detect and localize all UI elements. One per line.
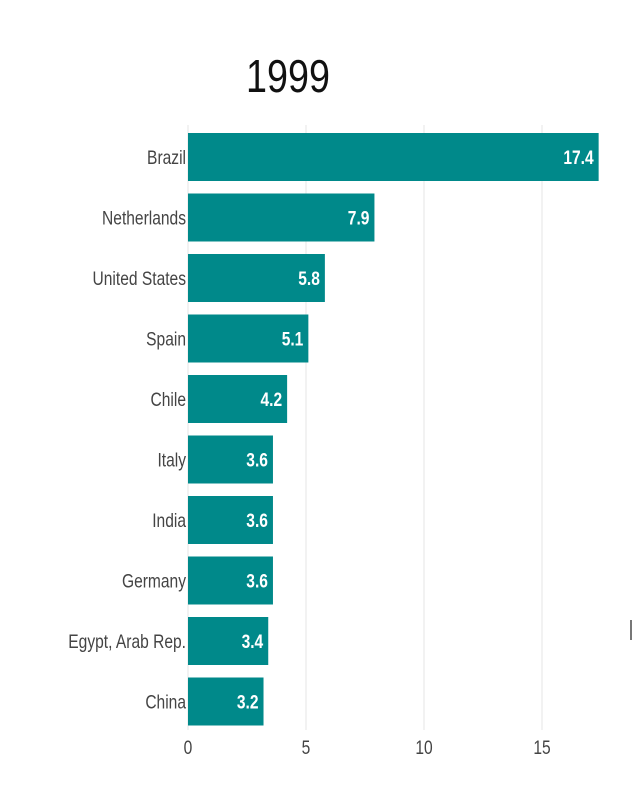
- category-label: Netherlands: [102, 207, 186, 229]
- x-tick-label: 15: [533, 737, 550, 759]
- bar: [188, 314, 309, 363]
- bar: [188, 254, 325, 302]
- value-label: 5.1: [282, 328, 304, 350]
- value-label: 17.4: [563, 147, 594, 169]
- value-label: 5.8: [298, 268, 320, 290]
- chart-title: 1999: [246, 50, 330, 101]
- value-label: 3.2: [237, 691, 259, 713]
- value-label: 4.2: [260, 389, 282, 411]
- category-label: United States: [93, 268, 187, 290]
- x-tick-label: 0: [184, 737, 193, 759]
- scroll-edge-marker: [630, 620, 632, 640]
- bar: [188, 133, 599, 181]
- category-label: Brazil: [147, 147, 186, 169]
- bar: [188, 496, 273, 544]
- category-label: Germany: [122, 570, 186, 592]
- category-label: China: [145, 691, 186, 713]
- value-label: 3.6: [246, 449, 268, 471]
- x-tick-label: 5: [302, 737, 311, 759]
- bar: [188, 617, 269, 665]
- value-label: 3.4: [242, 631, 264, 653]
- category-label: India: [152, 510, 186, 532]
- x-tick-label: 10: [415, 737, 432, 759]
- bar: [188, 677, 264, 726]
- value-label: 7.9: [348, 207, 370, 229]
- category-label: Italy: [157, 449, 186, 471]
- x-axis: 0 5 10 15: [184, 737, 551, 759]
- bar: [188, 556, 273, 605]
- category-label: Chile: [151, 389, 186, 411]
- bar: [188, 375, 288, 423]
- category-label: Egypt, Arab Rep.: [68, 631, 186, 653]
- category-label: Spain: [146, 328, 186, 350]
- bar: [188, 435, 273, 484]
- bars: Brazil 17.4 Netherlands 7.9 United States 5.8…: [68, 133, 599, 726]
- value-label: 3.6: [246, 570, 268, 592]
- bar: [188, 193, 375, 242]
- value-label: 3.6: [246, 510, 268, 532]
